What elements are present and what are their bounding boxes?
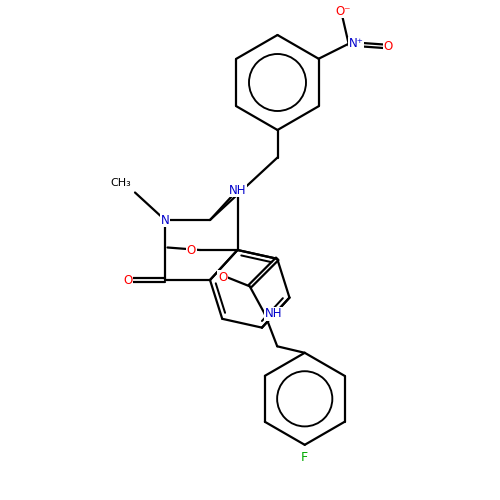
Text: N: N bbox=[160, 214, 170, 226]
Text: O: O bbox=[384, 40, 393, 53]
Text: F: F bbox=[301, 451, 308, 464]
Text: NH: NH bbox=[229, 184, 246, 196]
Text: NH: NH bbox=[264, 308, 282, 320]
Text: O: O bbox=[218, 271, 227, 284]
Text: O: O bbox=[123, 274, 132, 286]
Text: CH₃: CH₃ bbox=[110, 178, 131, 188]
Text: O: O bbox=[186, 244, 196, 256]
Text: O⁻: O⁻ bbox=[335, 4, 350, 18]
Text: N⁺: N⁺ bbox=[348, 38, 364, 51]
